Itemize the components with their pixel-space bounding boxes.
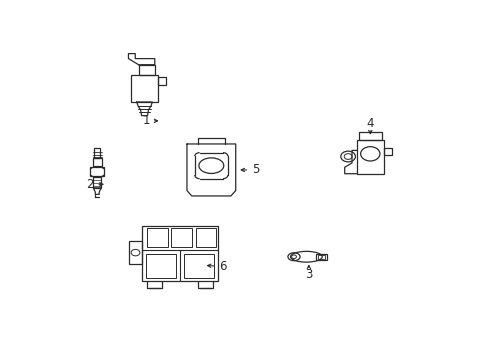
Text: 1: 1 [142,114,149,127]
Text: 6: 6 [219,260,226,273]
Bar [142,226,218,281]
Bar [131,75,158,102]
Bar [195,228,216,247]
Bar [356,140,383,174]
Bar [94,148,100,158]
Bar [93,177,101,188]
Bar [315,254,326,260]
Text: 5: 5 [251,163,259,176]
Bar [358,132,381,140]
Bar [147,228,167,247]
Bar [139,65,155,75]
Text: 2: 2 [86,178,94,191]
Bar [183,254,214,278]
Bar [93,158,102,166]
Bar [90,167,104,176]
Bar [383,148,391,155]
Bar [171,228,191,247]
Text: 4: 4 [366,117,373,130]
Text: 3: 3 [305,268,312,281]
Bar [158,77,165,85]
Bar [317,255,324,259]
Bar [128,241,142,264]
Bar [146,254,176,278]
